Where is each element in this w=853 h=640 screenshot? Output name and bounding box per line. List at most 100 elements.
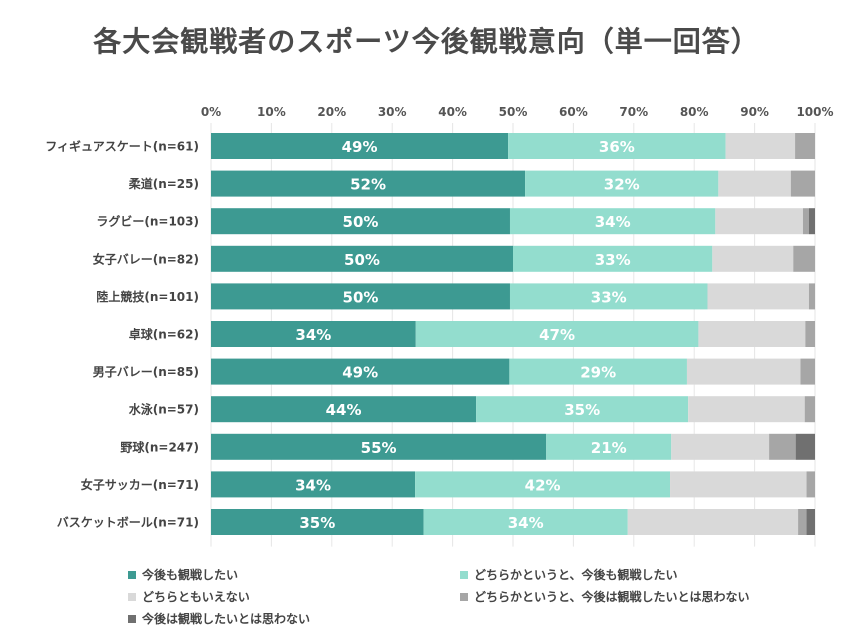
legend-label: どちらかというと、今後は観戦したいとは思わない	[474, 590, 750, 604]
data-label: 52%	[350, 176, 386, 194]
bar-segment	[808, 208, 815, 235]
data-label: 34%	[295, 476, 331, 494]
bar-segment	[802, 208, 809, 235]
bar-segment	[211, 471, 416, 498]
data-label: 44%	[326, 401, 362, 419]
bar-segment	[769, 433, 796, 460]
bar-segment	[546, 433, 672, 460]
x-axis-ticks: 0% 10% 20% 30% 40% 50% 60% 70% 80% 90% 100%	[201, 105, 834, 119]
data-label: 29%	[580, 364, 616, 382]
bar-segment	[698, 321, 806, 347]
bar-segment	[800, 358, 815, 385]
bar-segment	[808, 283, 815, 310]
category-label: 女子サッカー(n=71)	[81, 477, 199, 492]
category-label: バスケットボール(n=71)	[57, 515, 199, 530]
bar-segment	[211, 433, 547, 460]
data-label: 50%	[343, 213, 379, 231]
category-label: 卓球(n=62)	[129, 327, 199, 342]
legend-swatch	[460, 570, 468, 579]
x-tick-label: 60%	[559, 105, 588, 119]
data-label: 34%	[595, 213, 631, 231]
x-tick-label: 50%	[499, 105, 528, 119]
bars	[211, 133, 815, 535]
legend-item-1: どちらかというと、今後も観戦したい	[460, 566, 678, 583]
chart-title: 各大会観戦者のスポーツ今後観戦意向（単一回答）	[93, 25, 760, 58]
data-label: 50%	[344, 251, 380, 269]
bar-segment	[790, 170, 815, 197]
data-label: 55%	[361, 439, 397, 457]
category-label: 野球(n=247)	[120, 439, 199, 454]
bar-segment	[525, 170, 719, 197]
legend-label: 今後も観戦したい	[142, 568, 239, 582]
bar-segment	[686, 358, 801, 385]
data-label: 33%	[595, 251, 631, 269]
legend-swatch	[128, 570, 136, 579]
bar-segment	[725, 133, 796, 159]
category-labels: フィギュアスケート(n=61) 柔道(n=25) ラグビー(n=103) 女子バレー(…	[45, 139, 199, 530]
bar-segment	[671, 433, 770, 460]
bar-segment	[806, 471, 815, 498]
bar-segment	[211, 358, 510, 385]
bar-segment	[795, 133, 815, 159]
bar-segment	[211, 396, 477, 423]
bar-segment	[804, 396, 815, 423]
bar-segment	[415, 471, 671, 498]
category-label: 陸上競技(n=101)	[96, 289, 199, 304]
x-tick-label: 100%	[796, 105, 833, 119]
data-label: 35%	[564, 401, 600, 419]
legend-label: 今後は観戦したいとは思わない	[142, 612, 311, 626]
data-labels: 49% 36% 52% 32% 50% 34% 50% 33% 50% 33% 34% 47% 49% 2…	[295, 138, 640, 532]
data-label: 49%	[342, 138, 378, 156]
bar-segment	[718, 170, 791, 197]
x-tick-label: 80%	[680, 105, 709, 119]
category-label: 男子バレー(n=85)	[93, 365, 199, 379]
x-tick-label: 30%	[378, 105, 407, 119]
data-label: 34%	[508, 514, 544, 532]
legend-item-0: 今後も観戦したい	[128, 566, 238, 583]
legend-swatch	[460, 592, 468, 601]
bar-segment	[806, 509, 815, 535]
data-label: 36%	[599, 138, 635, 156]
bar-segment	[509, 283, 708, 310]
bar-segment	[211, 170, 526, 197]
bar-segment	[211, 321, 416, 347]
bar-segment	[795, 433, 815, 460]
bar-segment	[513, 245, 713, 272]
legend-item-3: どちらかというと、今後は観戦したいとは思わない	[460, 588, 750, 605]
bar-segment	[211, 133, 509, 159]
bar-segment	[627, 509, 799, 535]
data-label: 35%	[299, 514, 335, 532]
bar-segment	[508, 133, 726, 159]
data-label: 47%	[539, 326, 575, 344]
category-label: 柔道(n=25)	[128, 176, 199, 191]
legend-swatch	[128, 592, 136, 601]
data-label: 50%	[343, 288, 379, 306]
category-label: ラグビー(n=103)	[96, 214, 199, 229]
bar-segment	[509, 208, 716, 235]
bar-segment	[211, 208, 510, 235]
bar-segment	[798, 509, 807, 535]
x-tick-label: 90%	[740, 105, 769, 119]
x-tick-label: 70%	[619, 105, 648, 119]
bar-segment	[712, 245, 794, 272]
x-tick-label: 10%	[257, 105, 286, 119]
bar-segment	[805, 321, 815, 347]
legend-label: どちらともいえない	[142, 590, 250, 604]
category-label: 水泳(n=57)	[129, 402, 199, 417]
legend-swatch	[128, 614, 136, 623]
data-label: 49%	[342, 364, 378, 382]
bar-segment	[211, 509, 424, 535]
legend-label: どちらかというと、今後も観戦したい	[474, 568, 678, 582]
category-label: フィギュアスケート(n=61)	[45, 139, 199, 154]
data-label: 34%	[295, 326, 331, 344]
data-label: 33%	[591, 288, 627, 306]
bar-segment	[423, 509, 628, 535]
bar-segment	[688, 396, 805, 423]
data-label: 42%	[525, 476, 561, 494]
x-tick-label: 40%	[438, 105, 467, 119]
bar-segment	[509, 358, 687, 385]
bar-segment	[793, 245, 815, 272]
bar-segment	[715, 208, 803, 235]
bar-segment	[415, 321, 699, 347]
